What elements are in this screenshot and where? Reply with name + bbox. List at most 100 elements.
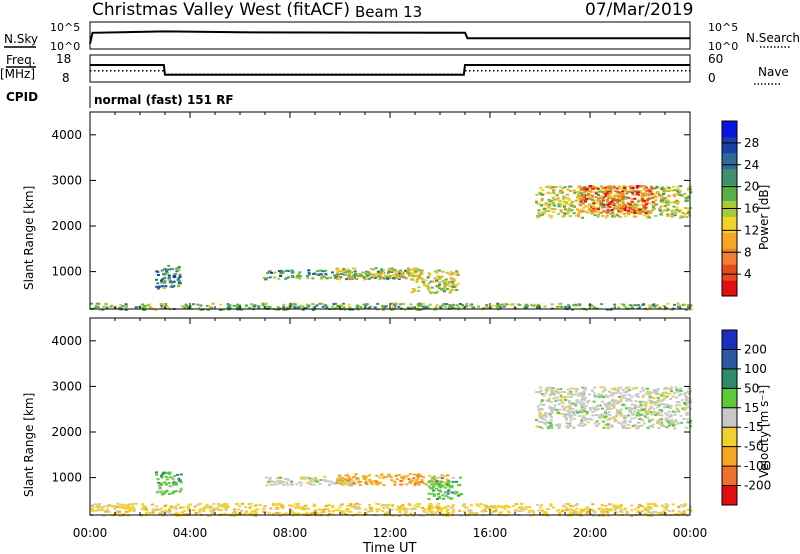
data-cell: [543, 422, 547, 425]
data-cell: [450, 484, 454, 487]
data-cell: [676, 410, 680, 413]
data-cell: [163, 505, 167, 508]
data-cell: [402, 475, 406, 478]
power-colorbar-label: Power [dB]: [757, 185, 771, 250]
data-cell: [565, 416, 568, 419]
data-cell: [667, 195, 671, 198]
data-cell: [425, 305, 429, 308]
data-cell: [565, 422, 569, 425]
data-cell: [167, 276, 171, 279]
data-cell: [670, 386, 674, 389]
data-cell: [145, 511, 149, 514]
data-cell: [624, 185, 628, 188]
data-cell: [662, 425, 666, 428]
data-cell: [670, 212, 674, 215]
data-cell: [564, 406, 568, 409]
y-tick-label: 4000: [51, 128, 82, 142]
data-cell: [679, 393, 683, 396]
data-cell: [556, 509, 560, 512]
data-cell: [368, 480, 372, 483]
data-cell: [398, 509, 402, 512]
data-cell: [336, 277, 339, 280]
data-cell: [421, 509, 425, 512]
data-cell: [673, 392, 676, 395]
data-cell: [582, 393, 585, 396]
data-cell: [616, 201, 620, 204]
data-cell: [684, 408, 688, 410]
data-cell: [435, 290, 439, 293]
data-cell: [585, 211, 589, 214]
data-cell: [637, 191, 641, 194]
data-cell: [620, 504, 623, 507]
data-cell: [414, 267, 418, 270]
data-cell: [394, 271, 398, 274]
data-cell: [616, 205, 620, 208]
data-cell: [386, 278, 390, 281]
data-cell: [102, 305, 106, 308]
data-cell: [343, 478, 347, 480]
data-cell: [249, 505, 252, 508]
data-cell: [569, 508, 573, 510]
data-cell: [186, 507, 190, 510]
data-cell: [580, 208, 584, 211]
data-cell: [387, 473, 391, 476]
data-cell: [415, 473, 419, 476]
data-cell: [433, 308, 437, 311]
data-cell: [415, 278, 419, 281]
data-cell: [679, 185, 683, 188]
data-cell: [379, 481, 382, 484]
data-cell: [396, 270, 400, 273]
data-cell: [397, 514, 401, 517]
data-cell: [403, 308, 407, 311]
data-cell: [308, 477, 312, 480]
data-cell: [600, 201, 604, 204]
data-cell: [622, 212, 626, 215]
data-cell: [352, 482, 356, 485]
data-cell: [566, 193, 569, 196]
colorbar-swatch: [722, 446, 737, 467]
data-cell: [578, 185, 582, 188]
data-cell: [552, 189, 555, 192]
data-cell: [511, 505, 515, 507]
data-cell: [277, 503, 281, 505]
data-cell: [391, 306, 395, 309]
data-cell: [582, 198, 586, 201]
data-cell: [616, 190, 620, 193]
data-cell: [541, 399, 544, 402]
data-cell: [611, 187, 615, 190]
data-cell: [578, 191, 582, 194]
data-cell: [155, 505, 159, 508]
data-cell: [548, 386, 552, 389]
data-cell: [244, 510, 248, 513]
data-cell: [568, 393, 572, 396]
data-cell: [381, 477, 385, 480]
data-cell: [623, 197, 627, 200]
data-cell: [608, 414, 612, 417]
data-cell: [164, 303, 167, 306]
data-cell: [624, 206, 627, 209]
data-cell: [238, 308, 242, 311]
data-cell: [566, 503, 570, 506]
data-cell: [266, 272, 270, 275]
data-cell: [567, 208, 571, 210]
data-cell: [219, 504, 223, 507]
data-cell: [178, 275, 182, 278]
data-cell: [403, 512, 407, 515]
data-cell: [160, 304, 164, 307]
data-cell: [536, 503, 540, 506]
data-cell: [376, 270, 380, 273]
data-cell: [591, 510, 595, 513]
data-cell: [432, 485, 436, 488]
data-cell: [675, 209, 679, 211]
data-cell: [673, 413, 677, 416]
data-cell: [407, 267, 411, 270]
data-cell: [540, 393, 544, 396]
data-cell: [543, 418, 547, 421]
data-cell: [643, 415, 647, 418]
data-cell: [658, 306, 662, 309]
data-cell: [643, 214, 646, 217]
data-cell: [666, 403, 669, 406]
data-cell: [265, 484, 269, 487]
data-cell: [655, 191, 659, 194]
